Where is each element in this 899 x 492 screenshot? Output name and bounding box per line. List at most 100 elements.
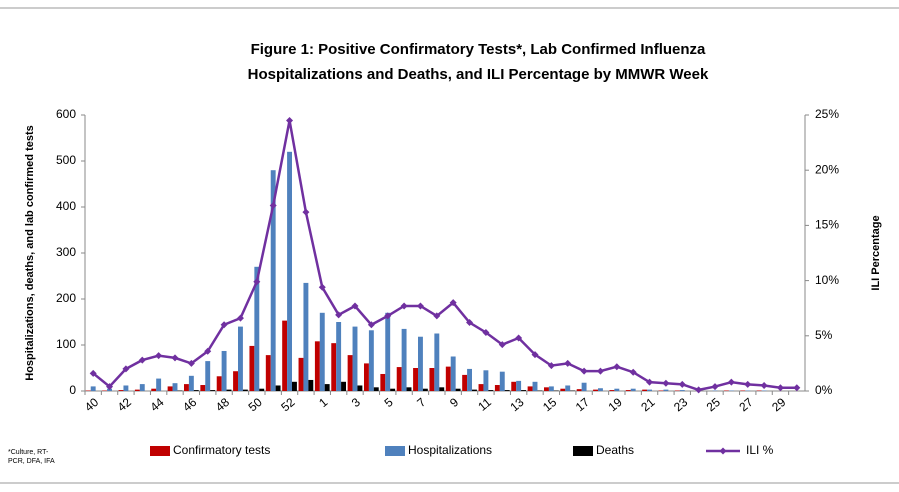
bar (434, 334, 439, 392)
bar (647, 390, 652, 391)
bar (528, 386, 533, 391)
x-tick-label: 7 (414, 395, 428, 410)
bar (243, 390, 248, 391)
ili-marker (172, 354, 179, 361)
footnote: PCR, DFA, IFA (8, 458, 55, 465)
y-tick-label: 500 (56, 153, 76, 167)
bar (483, 370, 488, 391)
ili-marker (744, 381, 751, 388)
ili-marker (597, 368, 604, 375)
ili-marker (679, 381, 686, 388)
bar (429, 368, 434, 391)
bar (200, 385, 205, 391)
x-tick-label: 25 (704, 395, 723, 415)
y2-tick-label: 15% (815, 218, 839, 232)
x-tick-label: 1 (316, 395, 330, 410)
bar (423, 389, 428, 391)
bar (357, 385, 362, 391)
chart-title: Figure 1: Positive Confirmatory Tests*, … (251, 41, 706, 58)
bar (511, 382, 516, 391)
bar (505, 390, 510, 391)
bar (663, 390, 668, 391)
y2-tick-label: 0% (815, 383, 833, 397)
y-tick-label: 400 (56, 199, 76, 213)
ili-marker (302, 209, 309, 216)
bar (233, 371, 238, 391)
x-tick-label: 11 (475, 395, 494, 414)
y-tick-label: 200 (56, 291, 76, 305)
bar (397, 367, 402, 391)
bar (680, 390, 685, 391)
bar (582, 383, 587, 391)
bar (348, 355, 353, 391)
y-tick-label: 300 (56, 245, 76, 259)
x-tick-label: 40 (82, 395, 101, 415)
ili-marker (662, 380, 669, 387)
bar (565, 385, 570, 391)
bar (353, 327, 358, 391)
bar (369, 330, 374, 391)
bar (593, 390, 598, 391)
bar (549, 386, 554, 391)
y2-axis-title: ILI Percentage (870, 215, 882, 290)
bar (544, 387, 549, 391)
bar (123, 385, 128, 391)
ili-marker (155, 352, 162, 359)
ili-marker (613, 363, 620, 370)
x-tick-label: 9 (447, 395, 461, 410)
y2-tick-label: 5% (815, 328, 833, 342)
x-tick-label: 5 (382, 395, 396, 410)
x-tick-label: 21 (638, 395, 657, 415)
bar (135, 390, 140, 391)
x-tick-label: 42 (115, 395, 134, 415)
legend-swatch (720, 448, 727, 455)
bar (292, 382, 297, 391)
bar (521, 390, 526, 391)
bar (249, 346, 254, 391)
y-axis-title: Hospitalizations, deaths, and lab confir… (24, 125, 36, 381)
x-tick-label: 23 (671, 395, 690, 415)
bar (217, 376, 222, 391)
x-tick-label: 15 (540, 395, 559, 415)
bar (642, 390, 647, 391)
bar (472, 390, 477, 391)
y-tick-label: 600 (56, 107, 76, 121)
bar (364, 363, 369, 391)
legend-label: Confirmatory tests (173, 443, 270, 457)
bar (184, 384, 189, 391)
bar (451, 357, 456, 392)
bar (479, 384, 484, 391)
y2-tick-label: 10% (815, 273, 839, 287)
chart-title: Hospitalizations and Deaths, and ILI Per… (248, 66, 709, 83)
legend-label: ILI % (746, 443, 774, 457)
bar (488, 390, 493, 391)
bar (315, 341, 320, 391)
x-tick-label: 13 (507, 395, 526, 415)
ili-line (93, 121, 797, 390)
ili-marker (761, 382, 768, 389)
bar (380, 374, 385, 391)
legend-label: Hospitalizations (408, 443, 492, 457)
bar (418, 337, 423, 391)
bar (210, 390, 215, 391)
bar (341, 382, 346, 391)
bar (119, 390, 124, 391)
ili-marker (793, 384, 800, 391)
bar (308, 380, 313, 391)
bar (614, 389, 619, 391)
bar (407, 387, 412, 391)
footnote: *Culture, RT- (8, 449, 49, 456)
bar (609, 390, 614, 391)
bar (495, 385, 500, 391)
x-tick-label: 48 (213, 395, 232, 415)
ili-marker (777, 384, 784, 391)
y2-tick-label: 25% (815, 107, 839, 121)
bar (385, 313, 390, 391)
bar (194, 390, 199, 391)
bar (266, 355, 271, 391)
bar (456, 389, 461, 391)
legend-swatch (150, 446, 170, 456)
bar (320, 313, 325, 391)
bar (168, 386, 173, 391)
bar (156, 379, 161, 391)
